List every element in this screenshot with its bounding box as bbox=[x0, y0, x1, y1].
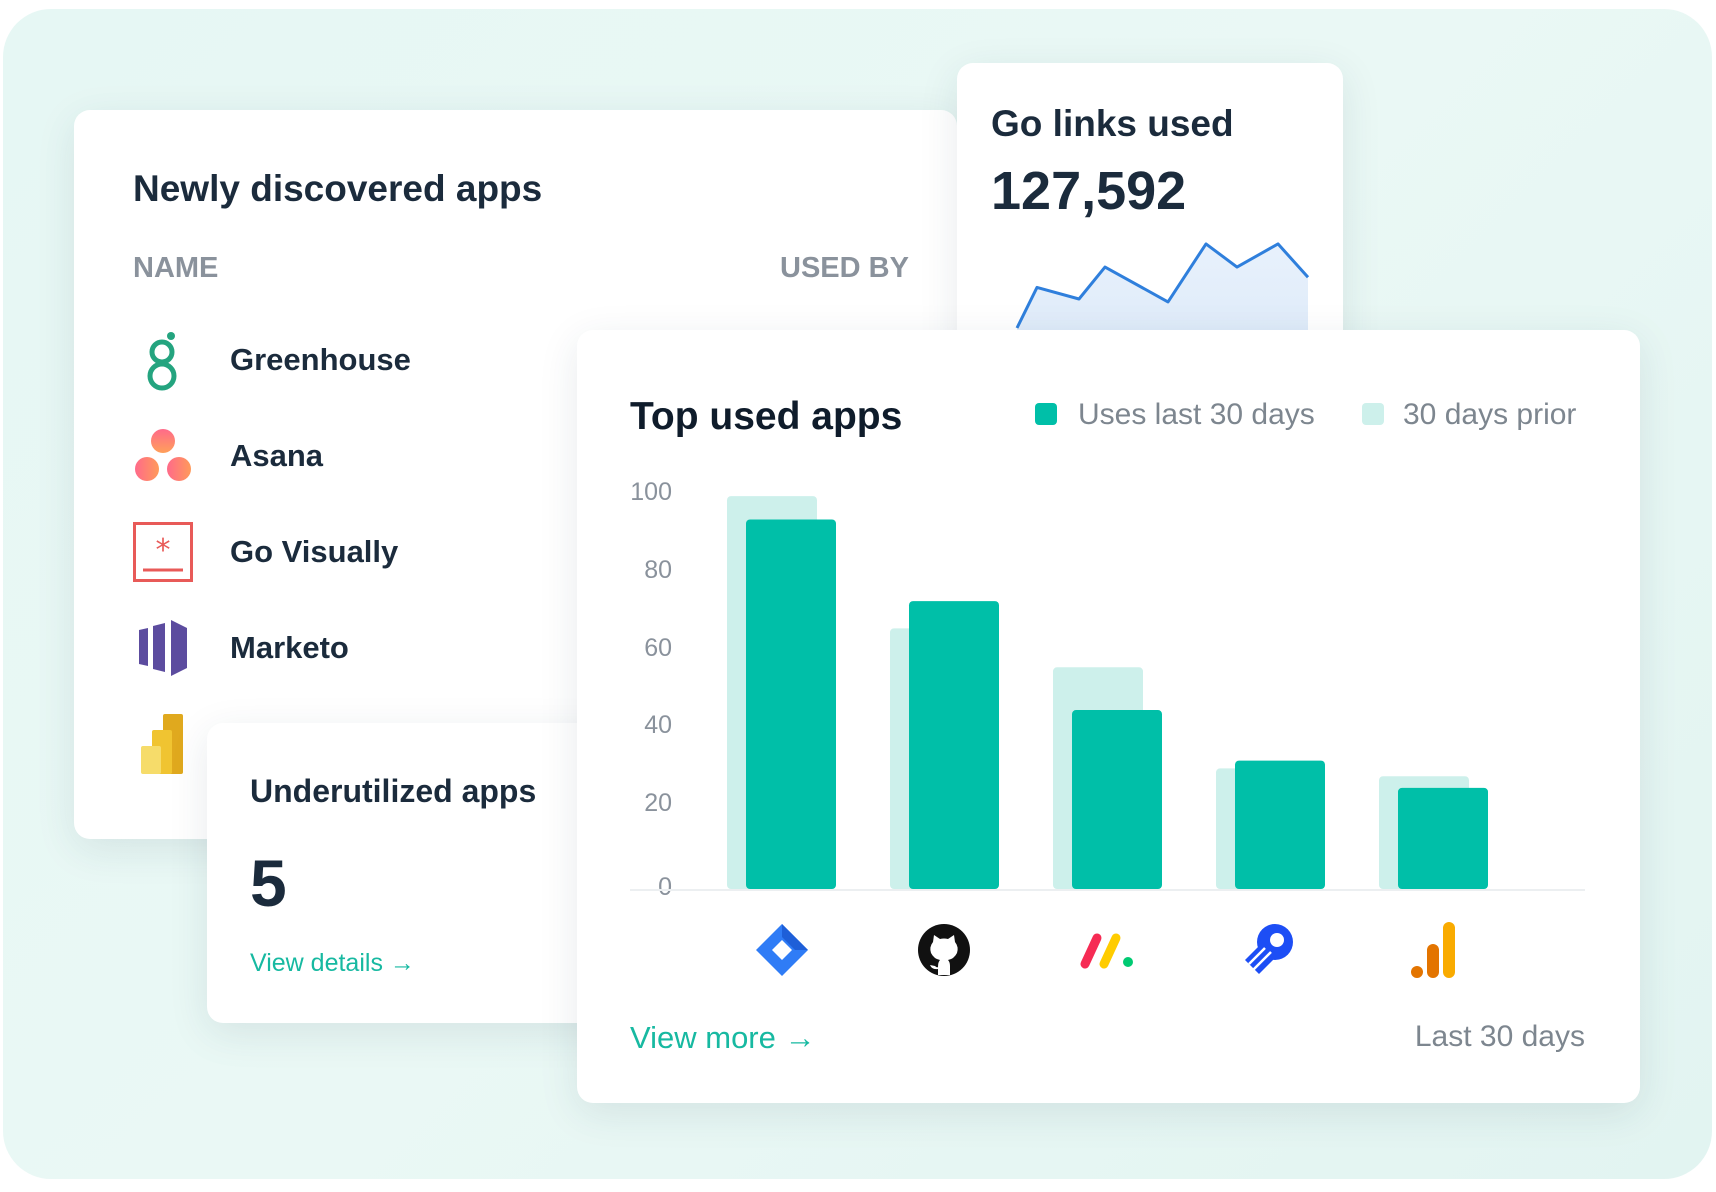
app-name: Greenhouse bbox=[230, 342, 411, 377]
github-icon[interactable] bbox=[916, 922, 972, 978]
monday-icon[interactable] bbox=[1077, 928, 1137, 972]
legend-swatch-current bbox=[1035, 403, 1057, 425]
svg-text:*: * bbox=[156, 533, 171, 568]
marketo-logo-icon bbox=[139, 620, 187, 676]
asana-logo-icon bbox=[135, 429, 191, 481]
y-tick-label: 80 bbox=[644, 555, 672, 584]
y-tick-label: 40 bbox=[644, 711, 672, 740]
app-name: Asana bbox=[230, 438, 324, 473]
list-item[interactable] bbox=[133, 714, 213, 778]
column-header-used-by: USED BY bbox=[780, 252, 909, 284]
y-tick-label: 100 bbox=[630, 478, 672, 506]
view-details-link[interactable]: View details → bbox=[250, 949, 415, 977]
list-item[interactable]: Greenhouse bbox=[133, 330, 553, 391]
y-tick-label: 20 bbox=[644, 789, 672, 818]
period-label[interactable]: Last 30 days bbox=[1414, 1020, 1585, 1053]
top-used-title: Top used apps bbox=[630, 395, 903, 438]
greenhouse-logo-icon bbox=[147, 332, 177, 391]
jira-icon[interactable] bbox=[754, 922, 810, 978]
outreach-icon[interactable] bbox=[1241, 920, 1299, 978]
view-more-link[interactable]: View more → bbox=[630, 1020, 816, 1055]
underutilized-apps-card bbox=[207, 723, 627, 1023]
legend-label-current: Uses last 30 days bbox=[1078, 398, 1315, 431]
y-tick-label: 0 bbox=[658, 873, 672, 901]
underutilized-title: Underutilized apps bbox=[250, 773, 537, 809]
y-tick-label: 60 bbox=[644, 633, 672, 662]
legend-swatch-prior bbox=[1362, 403, 1384, 425]
go-links-value: 127,592 bbox=[991, 161, 1187, 221]
app-name: Go Visually bbox=[230, 534, 399, 569]
list-item[interactable]: * Go Visually bbox=[133, 522, 553, 582]
google-analytics-icon[interactable] bbox=[1409, 920, 1459, 980]
newly-discovered-title: Newly discovered apps bbox=[133, 168, 543, 209]
go-links-title: Go links used bbox=[991, 103, 1234, 144]
app-name: Marketo bbox=[230, 630, 349, 665]
list-item[interactable]: Asana bbox=[133, 426, 553, 486]
column-header-name: NAME bbox=[133, 252, 219, 284]
powerbi-logo-icon bbox=[141, 714, 183, 774]
list-item[interactable]: Marketo bbox=[133, 618, 553, 678]
legend-label-prior: 30 days prior bbox=[1403, 398, 1577, 431]
underutilized-value: 5 bbox=[250, 846, 287, 920]
top-used-apps-card bbox=[577, 330, 1640, 1103]
govisually-logo-icon: * bbox=[133, 522, 193, 582]
sparkline-line bbox=[1015, 242, 1310, 329]
